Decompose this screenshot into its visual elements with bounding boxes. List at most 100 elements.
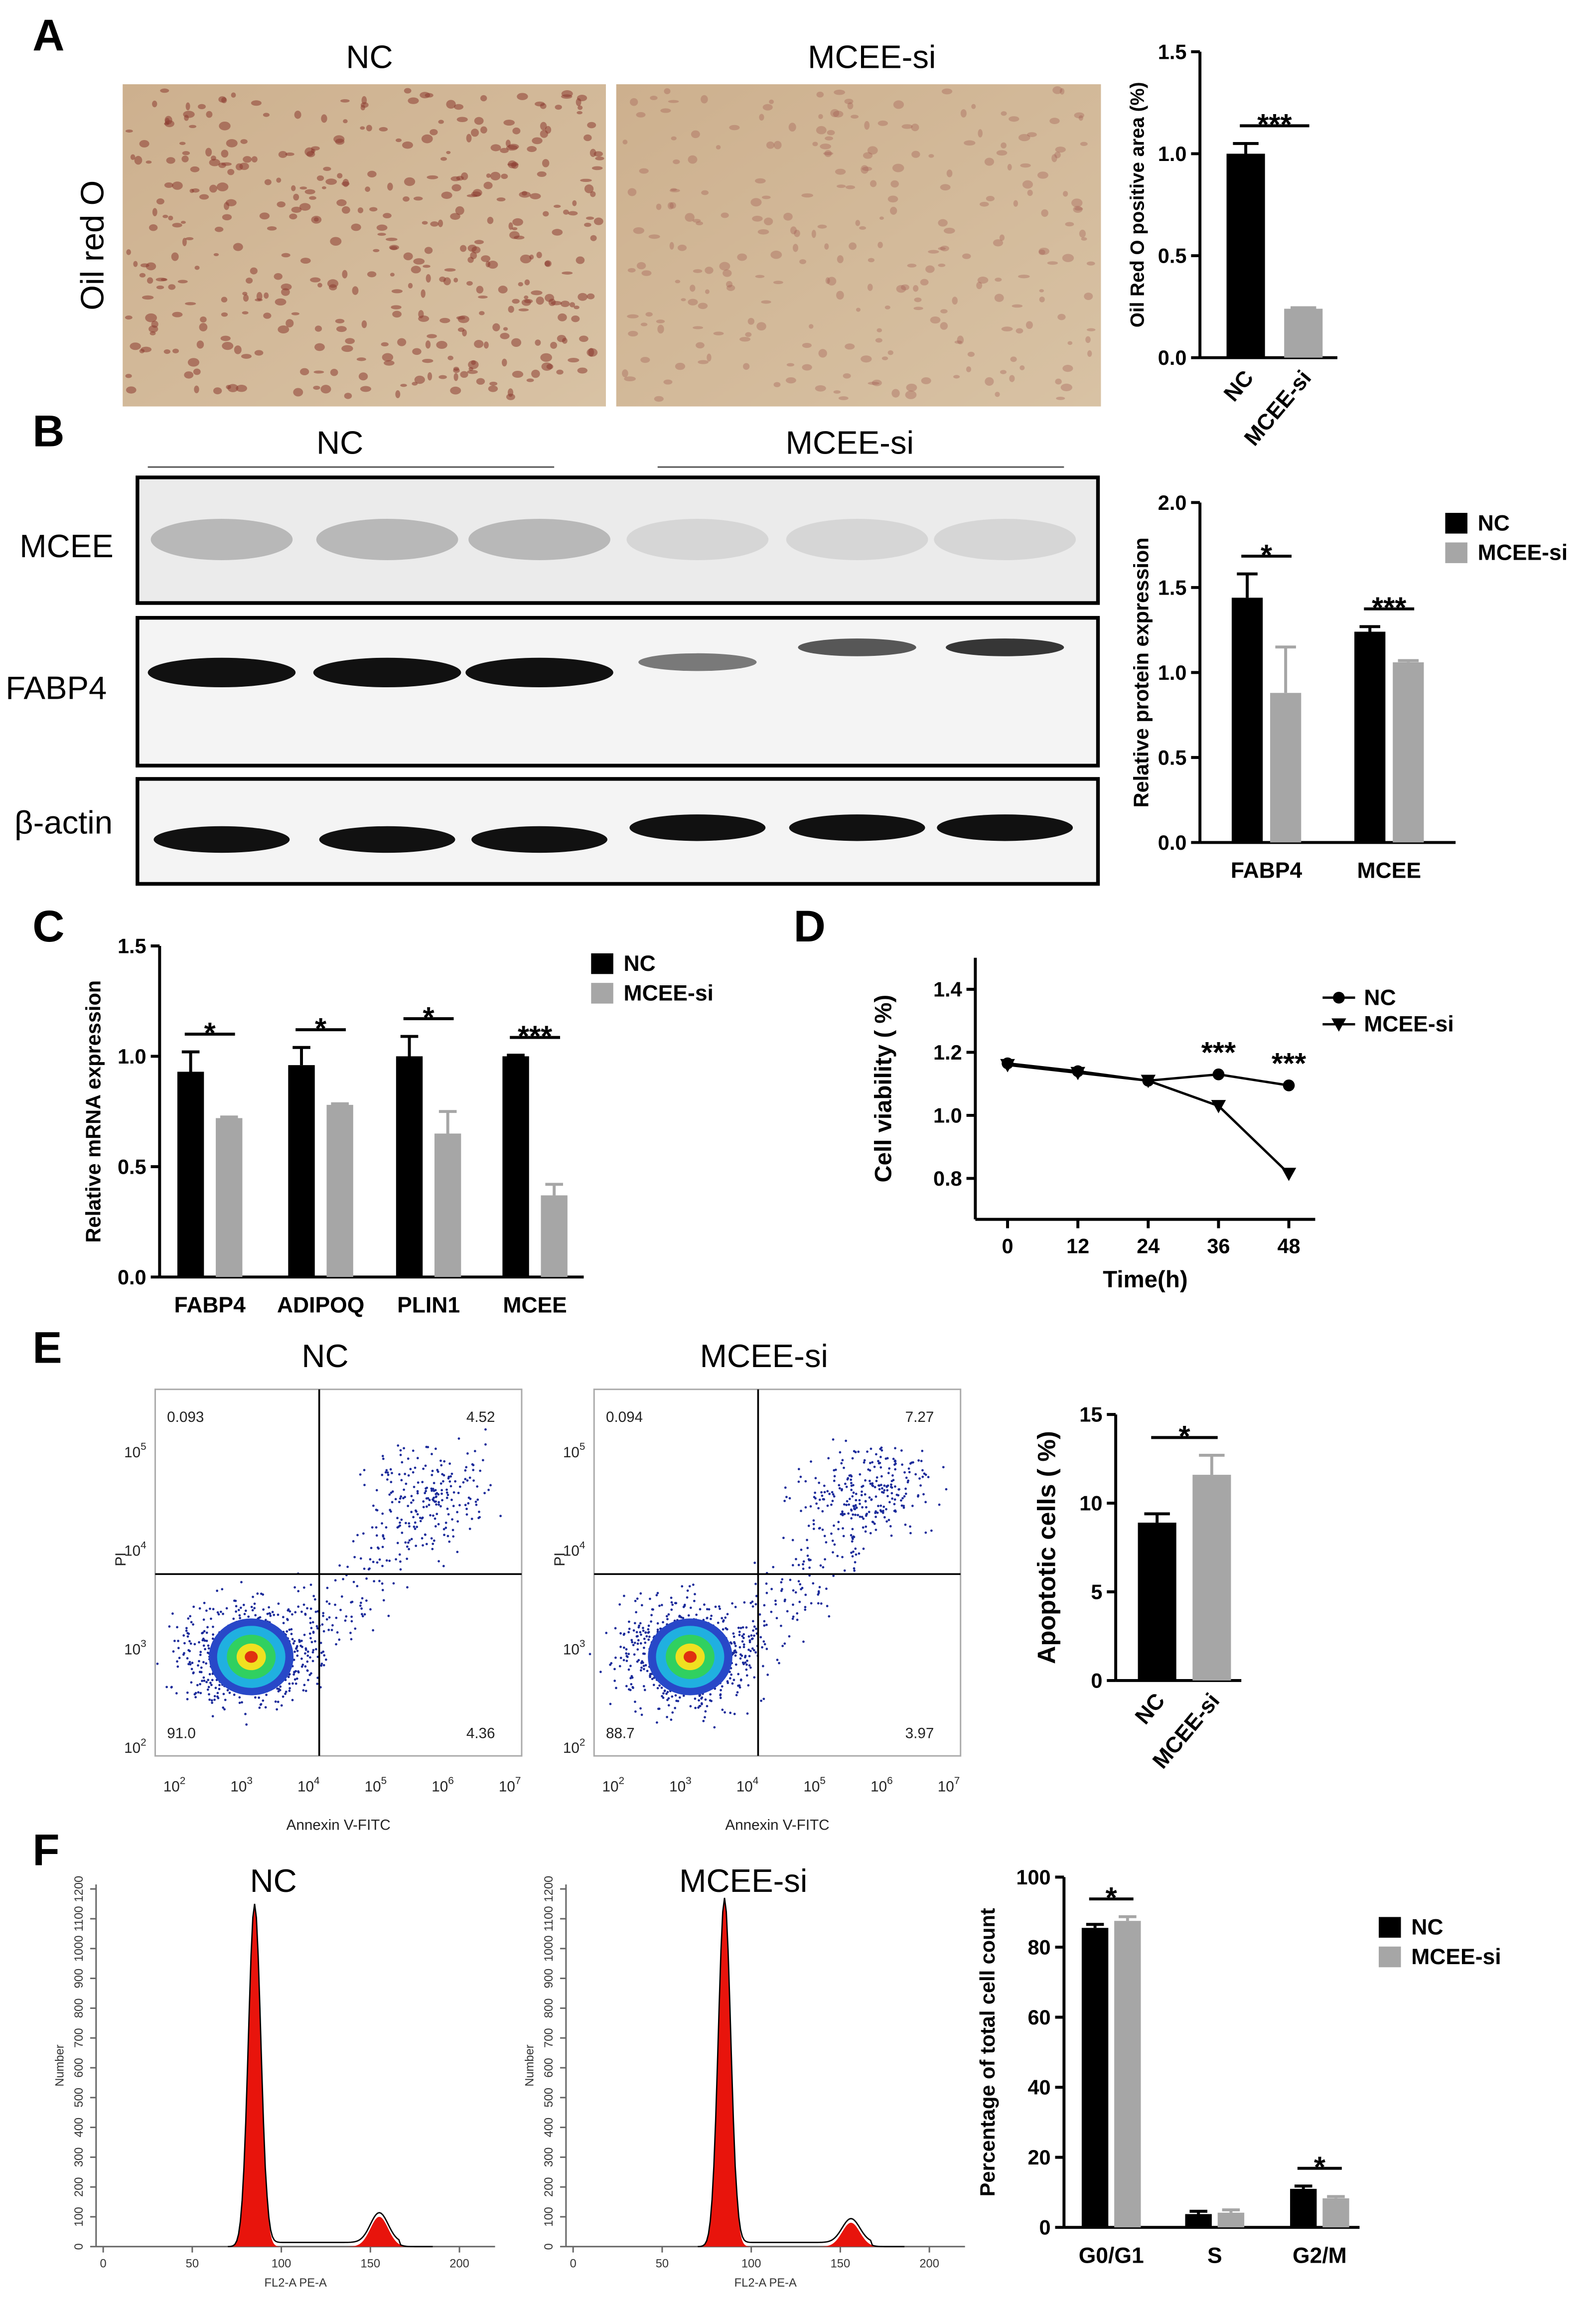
event: [197, 1691, 200, 1694]
tick-exponent: 3: [141, 1638, 146, 1650]
event: [880, 1446, 883, 1449]
event: [314, 1610, 317, 1613]
cell: [403, 252, 413, 261]
event: [753, 1561, 756, 1564]
event: [651, 1678, 654, 1681]
y-tick-label: 0.8: [933, 1167, 962, 1190]
event: [877, 1460, 879, 1463]
event: [205, 1631, 208, 1634]
event: [812, 1582, 815, 1585]
cell: [546, 364, 554, 370]
event: [202, 1618, 205, 1621]
blot-band: [934, 518, 1076, 560]
event: [487, 1489, 490, 1491]
event: [289, 1687, 291, 1690]
cell: [460, 245, 467, 252]
cell: [327, 279, 339, 288]
event: [399, 1560, 402, 1563]
cell: [627, 314, 639, 318]
event: [297, 1590, 300, 1593]
event: [588, 1653, 591, 1656]
event: [298, 1640, 301, 1643]
event: [398, 1553, 401, 1556]
event: [804, 1506, 807, 1509]
y-tick-label: 500: [543, 2088, 556, 2108]
cell: [656, 319, 665, 323]
event: [618, 1665, 621, 1668]
event: [188, 1650, 191, 1653]
event: [781, 1588, 783, 1591]
bar: [177, 1072, 204, 1277]
cell: [590, 235, 597, 241]
event: [292, 1673, 295, 1676]
event: [622, 1646, 625, 1649]
event: [823, 1535, 826, 1538]
cell: [745, 332, 752, 337]
cell: [226, 139, 238, 148]
event: [850, 1475, 853, 1478]
event: [736, 1691, 739, 1694]
event: [247, 1615, 250, 1618]
event: [369, 1608, 372, 1611]
cell: [408, 97, 419, 104]
event: [868, 1511, 871, 1514]
cell: [811, 230, 816, 238]
cell: [453, 373, 458, 381]
blot-band: [147, 657, 296, 688]
event: [202, 1637, 205, 1640]
event: [869, 1482, 872, 1485]
bar: [541, 1195, 568, 1277]
event: [874, 1495, 877, 1498]
event: [437, 1523, 440, 1526]
event: [259, 1703, 262, 1706]
event: [403, 1447, 405, 1450]
event: [817, 1602, 820, 1605]
panel-label: E: [32, 1322, 62, 1372]
event: [766, 1674, 769, 1676]
event: [359, 1604, 362, 1607]
cell: [1062, 254, 1074, 262]
event: [465, 1513, 468, 1516]
event: [698, 1699, 700, 1702]
cell: [390, 273, 395, 277]
cell: [861, 165, 869, 174]
tick-exponent: 2: [619, 1775, 625, 1787]
event: [722, 1628, 725, 1631]
event: [671, 1603, 674, 1606]
event: [671, 1711, 674, 1714]
event: [911, 1505, 914, 1507]
event: [315, 1625, 318, 1628]
cell: [994, 294, 1004, 302]
event: [319, 1642, 322, 1644]
cell: [940, 322, 948, 330]
event: [749, 1666, 752, 1669]
y-tick-label: 1.2: [933, 1041, 962, 1064]
event: [883, 1516, 886, 1519]
event: [904, 1523, 907, 1526]
cell: [360, 126, 365, 130]
cell: [877, 120, 888, 126]
event: [176, 1660, 178, 1663]
event: [752, 1649, 755, 1652]
event: [619, 1657, 622, 1659]
cell: [861, 355, 872, 363]
event: [875, 1476, 878, 1479]
event: [310, 1672, 312, 1675]
event: [297, 1671, 300, 1674]
tick-exponent: 6: [887, 1775, 893, 1787]
event: [918, 1477, 921, 1480]
event: [478, 1516, 481, 1519]
event: [407, 1541, 410, 1544]
peak: [699, 1898, 750, 2247]
tick-base: 10: [297, 1778, 314, 1795]
y-axis-label: Relative protein expression: [1129, 537, 1153, 807]
event: [859, 1473, 862, 1476]
cell: [126, 386, 137, 394]
event: [190, 1681, 193, 1684]
tick-exponent: 2: [180, 1775, 186, 1787]
error-bar: [292, 1046, 310, 1066]
event: [855, 1499, 858, 1502]
cell: [453, 368, 460, 373]
y-axis-label: Relative mRNA expression: [82, 980, 105, 1243]
tick-base: 10: [938, 1778, 954, 1795]
